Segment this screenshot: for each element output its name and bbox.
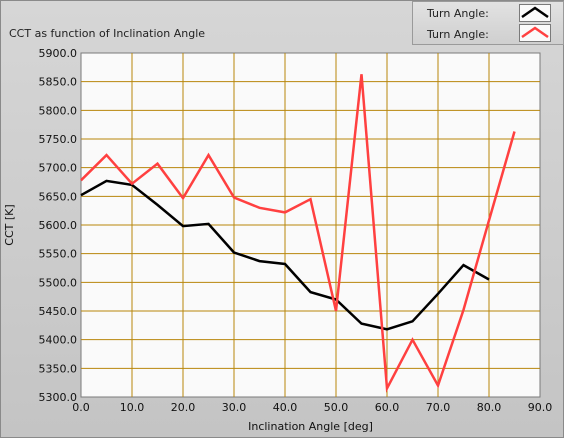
x-tick-label: 10.0 — [120, 401, 145, 414]
y-tick-label: 5550.0 — [39, 248, 78, 261]
x-tick-label: 30.0 — [222, 401, 247, 414]
x-tick-label: 50.0 — [324, 401, 349, 414]
grid-layer — [80, 52, 541, 398]
y-tick-label: 5800.0 — [39, 104, 78, 117]
legend-swatch-line-series-1 — [521, 26, 549, 39]
chart-title: CCT as function of Inclination Angle — [9, 27, 206, 40]
y-tick-label: 5300.0 — [39, 391, 78, 404]
legend-swatch-series-0 — [519, 4, 551, 22]
legend-swatch-series-1 — [519, 24, 551, 42]
y-axis-label: CCT [K] — [3, 204, 16, 245]
x-tick-label: 0.0 — [72, 401, 90, 414]
x-axis-label: Inclination Angle [deg] — [248, 420, 373, 433]
tick-layer: 0.0 10.0 20.0 30.0 40.0 50.0 60.0 70.0 80.0 90.0 5… — [39, 47, 553, 414]
legend-swatch-line-series-0 — [521, 6, 549, 19]
x-tick-label: 70.0 — [426, 401, 451, 414]
y-tick-label: 5650.0 — [39, 190, 78, 203]
y-tick-label: 5500.0 — [39, 276, 78, 289]
y-tick-label: 5350.0 — [39, 362, 78, 375]
y-tick-label: 5750.0 — [39, 133, 78, 146]
y-tick-label: 5450.0 — [39, 305, 78, 318]
series-layer — [80, 74, 516, 393]
x-tick-label: 90.0 — [528, 401, 553, 414]
legend-label-series-0: Turn Angle: — [427, 7, 489, 20]
y-tick-label: 5600.0 — [39, 219, 78, 232]
x-tick-label: 80.0 — [477, 401, 502, 414]
series-line-0 — [80, 179, 490, 331]
series-line-1 — [80, 74, 516, 393]
legend-label-series-1: Turn Angle: — [427, 28, 489, 41]
y-tick-label: 5400.0 — [39, 334, 78, 347]
x-tick-label: 40.0 — [273, 401, 298, 414]
x-tick-label: 60.0 — [375, 401, 400, 414]
y-tick-label: 5900.0 — [39, 47, 78, 60]
y-tick-label: 5700.0 — [39, 162, 78, 175]
x-tick-label: 20.0 — [171, 401, 196, 414]
y-tick-label: 5850.0 — [39, 76, 78, 89]
